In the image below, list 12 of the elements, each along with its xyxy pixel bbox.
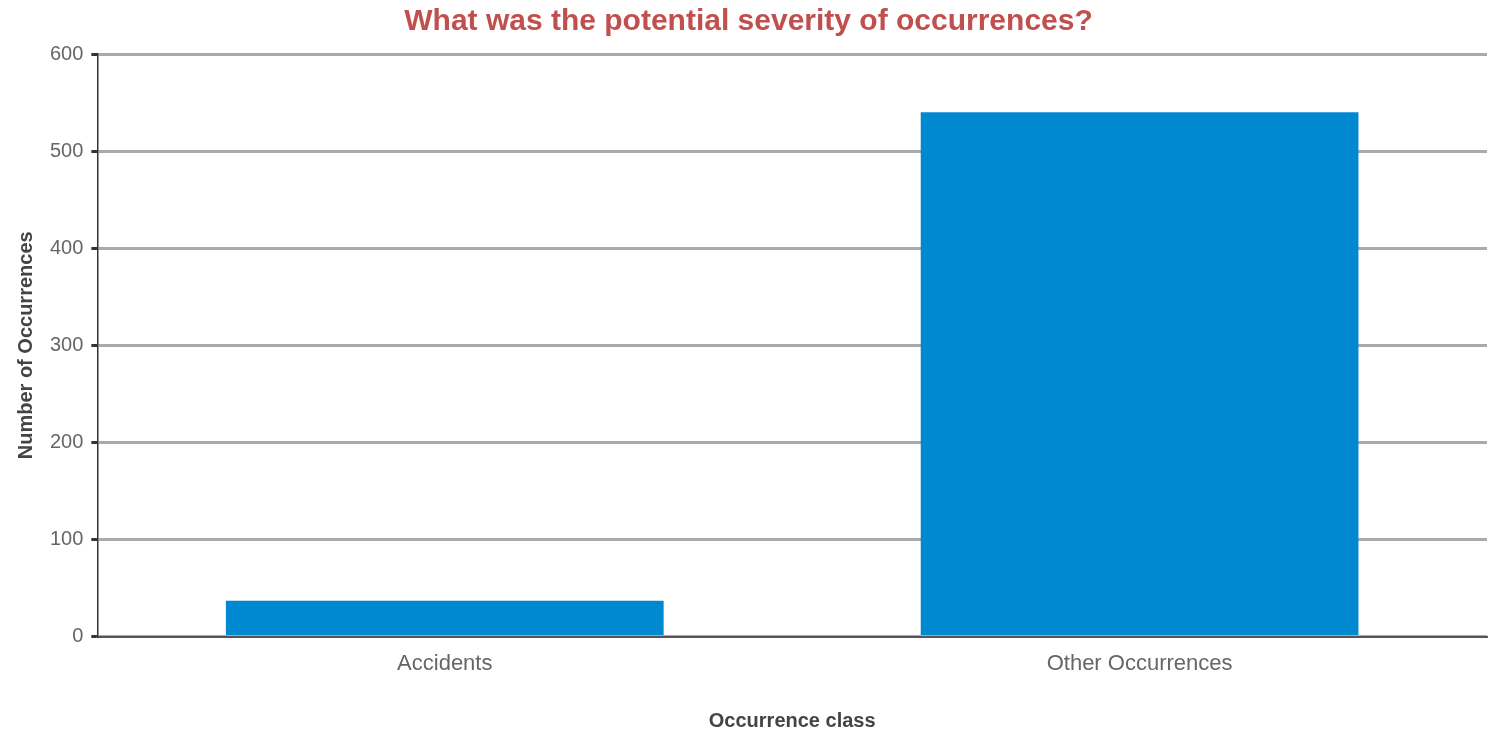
- y-tick-label: 500: [49, 138, 84, 161]
- x-axis-title: Occurrence class: [708, 708, 876, 731]
- y-tick-label: 0: [72, 624, 84, 647]
- y-axis-title: Number of Occurrences: [13, 231, 36, 460]
- chart-title: What was the potential severity of occurrences?: [404, 3, 1093, 37]
- y-tick-label: 300: [49, 332, 84, 355]
- y-tick-label: 400: [49, 235, 84, 258]
- y-tick-label: 100: [49, 527, 84, 550]
- x-tick-label: Other Occurrences: [1046, 649, 1233, 675]
- x-tick-label: Accidents: [397, 649, 493, 675]
- y-tick-label: 600: [49, 41, 84, 64]
- y-tick-label: 200: [49, 429, 84, 452]
